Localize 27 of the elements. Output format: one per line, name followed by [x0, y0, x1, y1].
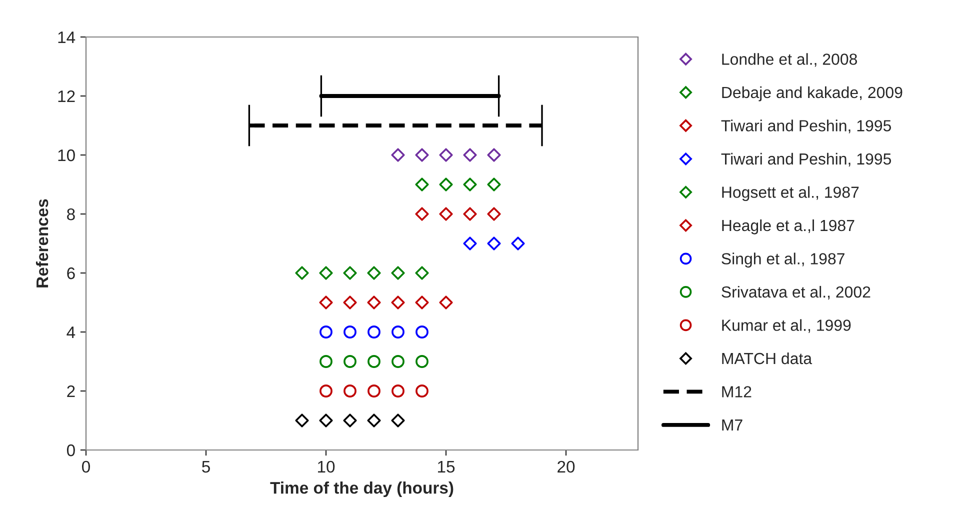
- legend-label: Debaje and kakade, 2009: [722, 86, 902, 102]
- y-tick-label: 2: [67, 385, 75, 398]
- y-tick-label: 14: [58, 32, 76, 44]
- x-tick-label: 10: [318, 460, 335, 473]
- x-axis-title: Time of the day (hours): [270, 482, 454, 498]
- y-axis-title: References: [36, 199, 48, 288]
- legend-label: Srivatava et al., 2002: [722, 286, 870, 300]
- y-tick-label: 8: [67, 208, 75, 220]
- legend-label: Londhe et al., 2008: [722, 53, 857, 67]
- legend-label: Singh et al., 1987: [722, 252, 844, 268]
- y-tick-label: 6: [67, 267, 75, 280]
- legend-label: Kumar et al., 1999: [722, 319, 851, 333]
- y-tick-label: 10: [58, 149, 75, 162]
- legend-label: M12: [722, 386, 752, 398]
- legend-label: M7: [722, 420, 742, 431]
- x-tick-label: 0: [82, 460, 90, 473]
- legend-label: Hogsett et al., 1987: [722, 186, 859, 202]
- legend-label: Heagle et a.,l 1987: [722, 219, 854, 234]
- legend-label: MATCH data: [722, 352, 812, 364]
- x-tick-label: 5: [202, 461, 210, 473]
- x-tick-label: 20: [558, 460, 575, 473]
- y-tick-label: 0: [66, 444, 75, 456]
- y-tick-label: 12: [58, 90, 75, 102]
- legend-label: Tiwari and Peshin, 1995: [721, 120, 892, 134]
- x-tick-label: 15: [438, 461, 455, 473]
- y-tick-label: 4: [66, 326, 76, 338]
- legend-label: Tiwari and Peshin, 1995: [721, 152, 892, 167]
